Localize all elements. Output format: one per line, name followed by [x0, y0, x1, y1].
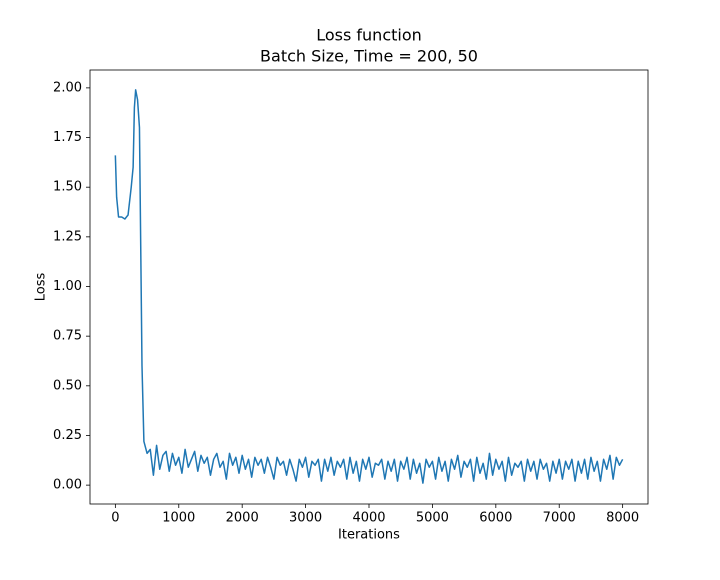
- x-tick-label: 3000: [289, 511, 322, 526]
- y-tick-label: 1.25: [53, 229, 82, 244]
- y-tick-label: 0.75: [53, 329, 82, 344]
- x-tick-label: 7000: [543, 511, 576, 526]
- x-axis-label: Iterations: [338, 528, 400, 543]
- x-tick-label: 6000: [479, 511, 512, 526]
- y-tick-label: 0.25: [53, 428, 82, 443]
- chart-subtitle: Batch Size, Time = 200, 50: [260, 47, 478, 66]
- x-tick-label: 8000: [606, 511, 639, 526]
- x-tick-label: 5000: [416, 511, 449, 526]
- x-tick-label: 1000: [162, 511, 195, 526]
- plot-frame: [89, 69, 649, 505]
- loss-line: [114, 89, 624, 484]
- y-axis-label: Loss: [34, 273, 49, 302]
- y-tick-label: 1.75: [53, 130, 82, 145]
- y-tick-label: 0.50: [53, 378, 82, 393]
- y-tick-label: 1.50: [53, 180, 82, 195]
- chart-title: Loss function: [316, 26, 422, 45]
- x-tick-label: 2000: [226, 511, 259, 526]
- y-tick-label: 0.00: [53, 478, 82, 493]
- x-tick-label: 4000: [352, 511, 385, 526]
- y-tick-label: 1.00: [53, 279, 82, 294]
- x-tick-label: 0: [111, 511, 119, 526]
- y-tick-label: 2.00: [53, 80, 82, 95]
